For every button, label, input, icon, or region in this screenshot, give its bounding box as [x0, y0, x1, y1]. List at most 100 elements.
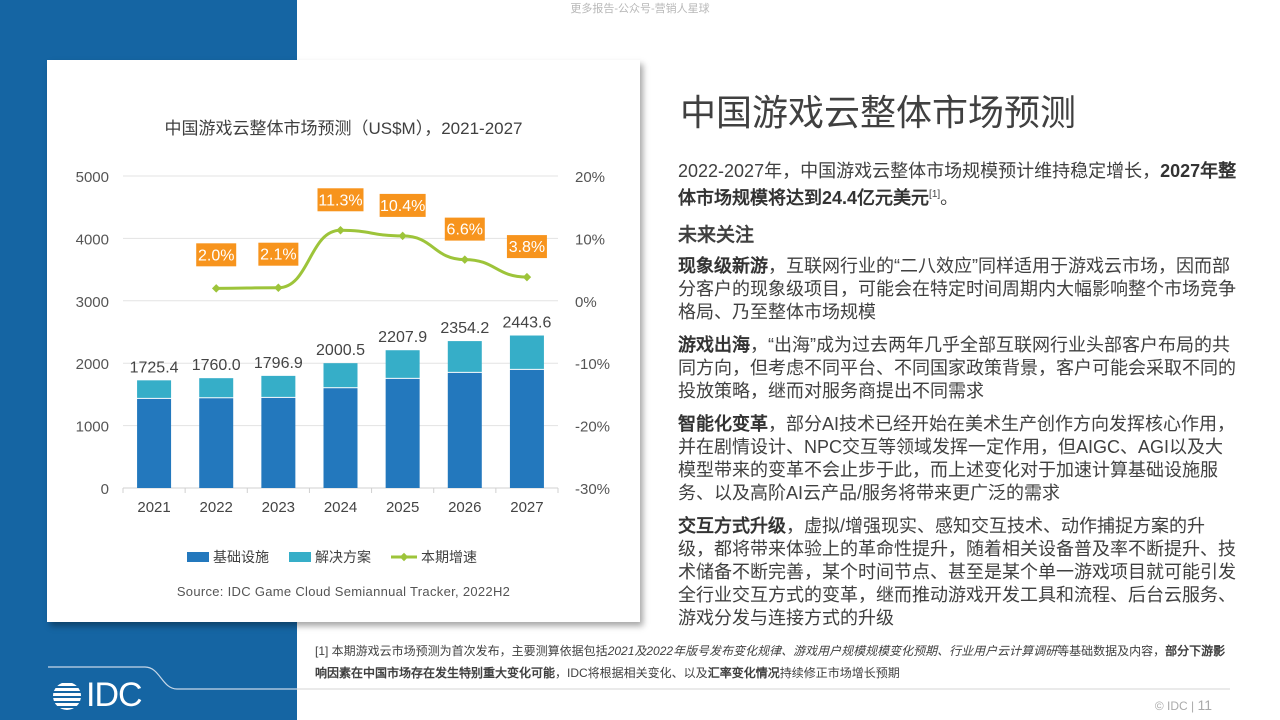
total-label: 1796.9 — [254, 355, 303, 372]
y-tick-label: 1000 — [76, 419, 109, 436]
total-label: 1760.0 — [192, 357, 241, 374]
legend-swatch — [187, 552, 209, 562]
idc-logo: IDC — [52, 676, 143, 715]
total-label: 2443.6 — [502, 315, 551, 332]
x-tick-label: 2026 — [448, 499, 481, 516]
total-label: 2000.5 — [316, 342, 365, 359]
x-tick-label: 2023 — [262, 499, 295, 516]
footnote: [1] 本期游戏云市场预测为首次发布，主要测算依据包括2021及2022年版号发… — [315, 640, 1230, 684]
growth-label: 2.1% — [260, 247, 296, 264]
point-item: 现象级新游，互联网行业的“二八效应”同样适用于游戏云市场，因而部分客户的现象级项… — [678, 255, 1238, 324]
growth-marker — [522, 272, 532, 282]
point-text: ，互联网行业的“二八效应”同样适用于游戏云市场，因而部分客户的现象级项目，可能会… — [678, 256, 1236, 322]
x-tick-label: 2021 — [137, 499, 170, 516]
bar-solution — [261, 375, 296, 397]
point-text: ，“出海”成为过去两年几乎全部互联网行业头部客户布局的共同方向，但考虑不同平台、… — [678, 335, 1236, 401]
point-title: 现象级新游 — [678, 256, 768, 276]
point-item: 交互方式升级，虚拟/增强现实、感知交互技术、动作捕捉方案的升级，都将带来体验上的… — [678, 515, 1238, 630]
chart: 0 -30% 1000 -20% 2000 -10% 3000 0% 4000 10% 5000 20… — [76, 169, 610, 516]
growth-label: 3.8% — [509, 239, 545, 256]
point-title: 交互方式升级 — [678, 516, 786, 536]
fn-bold: 汇率变化情况 — [707, 666, 780, 680]
bar-solution — [323, 363, 358, 388]
legend-item-solution: 解决方案 — [289, 547, 371, 567]
intro-bold: 2027年整体市场规模将达到24.4亿元美元 — [678, 161, 1237, 208]
y2-tick-label: -30% — [575, 481, 610, 498]
bar-base — [261, 397, 296, 488]
chart-source: Source: IDC Game Cloud Semiannual Tracke… — [176, 584, 511, 599]
fn-text: 等基础数据及内容， — [1057, 644, 1166, 658]
y-tick-label: 0 — [101, 481, 109, 498]
growth-label-bg — [444, 217, 485, 241]
growth-marker — [398, 231, 407, 241]
y-tick-label: 3000 — [76, 294, 109, 311]
legend-line-marker — [391, 552, 417, 562]
fn-italic: 2021及2022年版号发布变化规律、游戏用户规模规模变化预期、行业用户云计算调… — [607, 644, 1058, 658]
intro-paragraph: 2022-2027年，中国游戏云整体市场规模预计维持稳定增长，2027年整体市场… — [678, 160, 1238, 210]
bar-base — [447, 372, 482, 488]
legend-label: 本期增速 — [421, 549, 477, 565]
bar-base — [323, 388, 358, 488]
fn-text: [1] 本期游戏云市场预测为首次发布，主要测算依据包括 — [315, 644, 608, 658]
x-tick-label: 2027 — [510, 499, 543, 516]
y2-tick-label: 0% — [575, 294, 597, 311]
growth-label: 2.0% — [198, 247, 234, 264]
x-tick-label: 2024 — [324, 499, 357, 516]
chart-card: 中国游戏云整体市场预测（US$M），2021-2027 0 -30% 1000 -20… — [47, 60, 640, 622]
copyright: © IDC | — [1154, 699, 1195, 713]
page-title: 中国游戏云整体市场预测 — [680, 92, 1077, 133]
legend-label: 解决方案 — [315, 549, 371, 565]
bar-solution — [137, 380, 172, 398]
y-tick-label: 5000 — [76, 169, 109, 186]
bar-base — [509, 369, 544, 488]
fn-bold: 部分下游影响因素在中国市场存在发生特别重大变化可能 — [315, 644, 1226, 680]
growth-marker — [460, 255, 470, 264]
x-tick-label: 2025 — [386, 499, 419, 516]
bar-solution — [199, 378, 234, 398]
bar-base — [137, 398, 172, 488]
globe-icon — [53, 682, 81, 710]
page-number: © IDC | 11 — [1155, 697, 1212, 713]
body-text: 2022-2027年，中国游戏云整体市场规模预计维持稳定增长，2027年整体市场… — [678, 160, 1238, 640]
total-label: 2207.9 — [378, 329, 427, 346]
page-number-value: 11 — [1197, 697, 1212, 713]
growth-label-bg — [317, 188, 364, 212]
point-item: 智能化变革，部分AI技术已经开始在美术生产创作方向发挥核心作用，并在剧情设计、N… — [678, 413, 1238, 505]
point-text: ，部分AI技术已经开始在美术生产创作方向发挥核心作用，并在剧情设计、NPC交互等… — [678, 414, 1236, 503]
growth-label-bg — [506, 235, 547, 259]
y-tick-label: 2000 — [76, 356, 109, 373]
logo-text: IDC — [86, 676, 143, 714]
growth-label: 11.3% — [318, 192, 362, 209]
legend-item-growth: 本期增速 — [391, 547, 477, 567]
bar-solution — [385, 350, 420, 378]
y2-tick-label: -10% — [575, 356, 610, 373]
growth-marker — [211, 284, 221, 293]
intro-end: 。 — [940, 188, 959, 208]
growth-label-bg — [258, 242, 299, 266]
chart-legend: 基础设施 解决方案 本期增速 — [187, 547, 477, 567]
point-text: ，虚拟/增强现实、感知交互技术、动作捕捉方案的升级，都将带来体验上的革命性提升，… — [678, 516, 1236, 628]
point-item: 游戏出海，“出海”成为过去两年几乎全部互联网行业头部客户布局的共同方向，但考虑不… — [678, 334, 1238, 403]
legend-item-base: 基础设施 — [187, 547, 269, 567]
bar-solution — [509, 335, 544, 369]
bar-solution — [447, 341, 482, 372]
fn-text: 持续修正市场增长预期 — [779, 666, 900, 680]
y2-tick-label: 20% — [575, 169, 605, 186]
point-title: 游戏出海 — [678, 335, 750, 355]
bar-base — [199, 398, 234, 488]
y-tick-label: 4000 — [76, 231, 109, 248]
chart-title: 中国游戏云整体市场预测（US$M），2021-2027 — [164, 119, 523, 138]
x-tick-label: 2022 — [200, 499, 233, 516]
legend-swatch — [289, 552, 311, 562]
footnote-ref: [1] — [929, 189, 941, 200]
legend-label: 基础设施 — [213, 549, 269, 565]
growth-marker — [336, 226, 345, 235]
section-title: 未来关注 — [678, 225, 755, 246]
fn-text: ，IDC将根据相关变化、以及 — [555, 666, 708, 680]
watermark: 更多报告-公众号-营销人星球 — [570, 3, 710, 15]
y2-tick-label: 10% — [575, 231, 605, 248]
growth-label-bg — [196, 243, 237, 267]
growth-label: 10.4% — [380, 198, 425, 215]
growth-label: 6.6% — [447, 222, 483, 239]
total-label: 1725.4 — [130, 359, 179, 376]
